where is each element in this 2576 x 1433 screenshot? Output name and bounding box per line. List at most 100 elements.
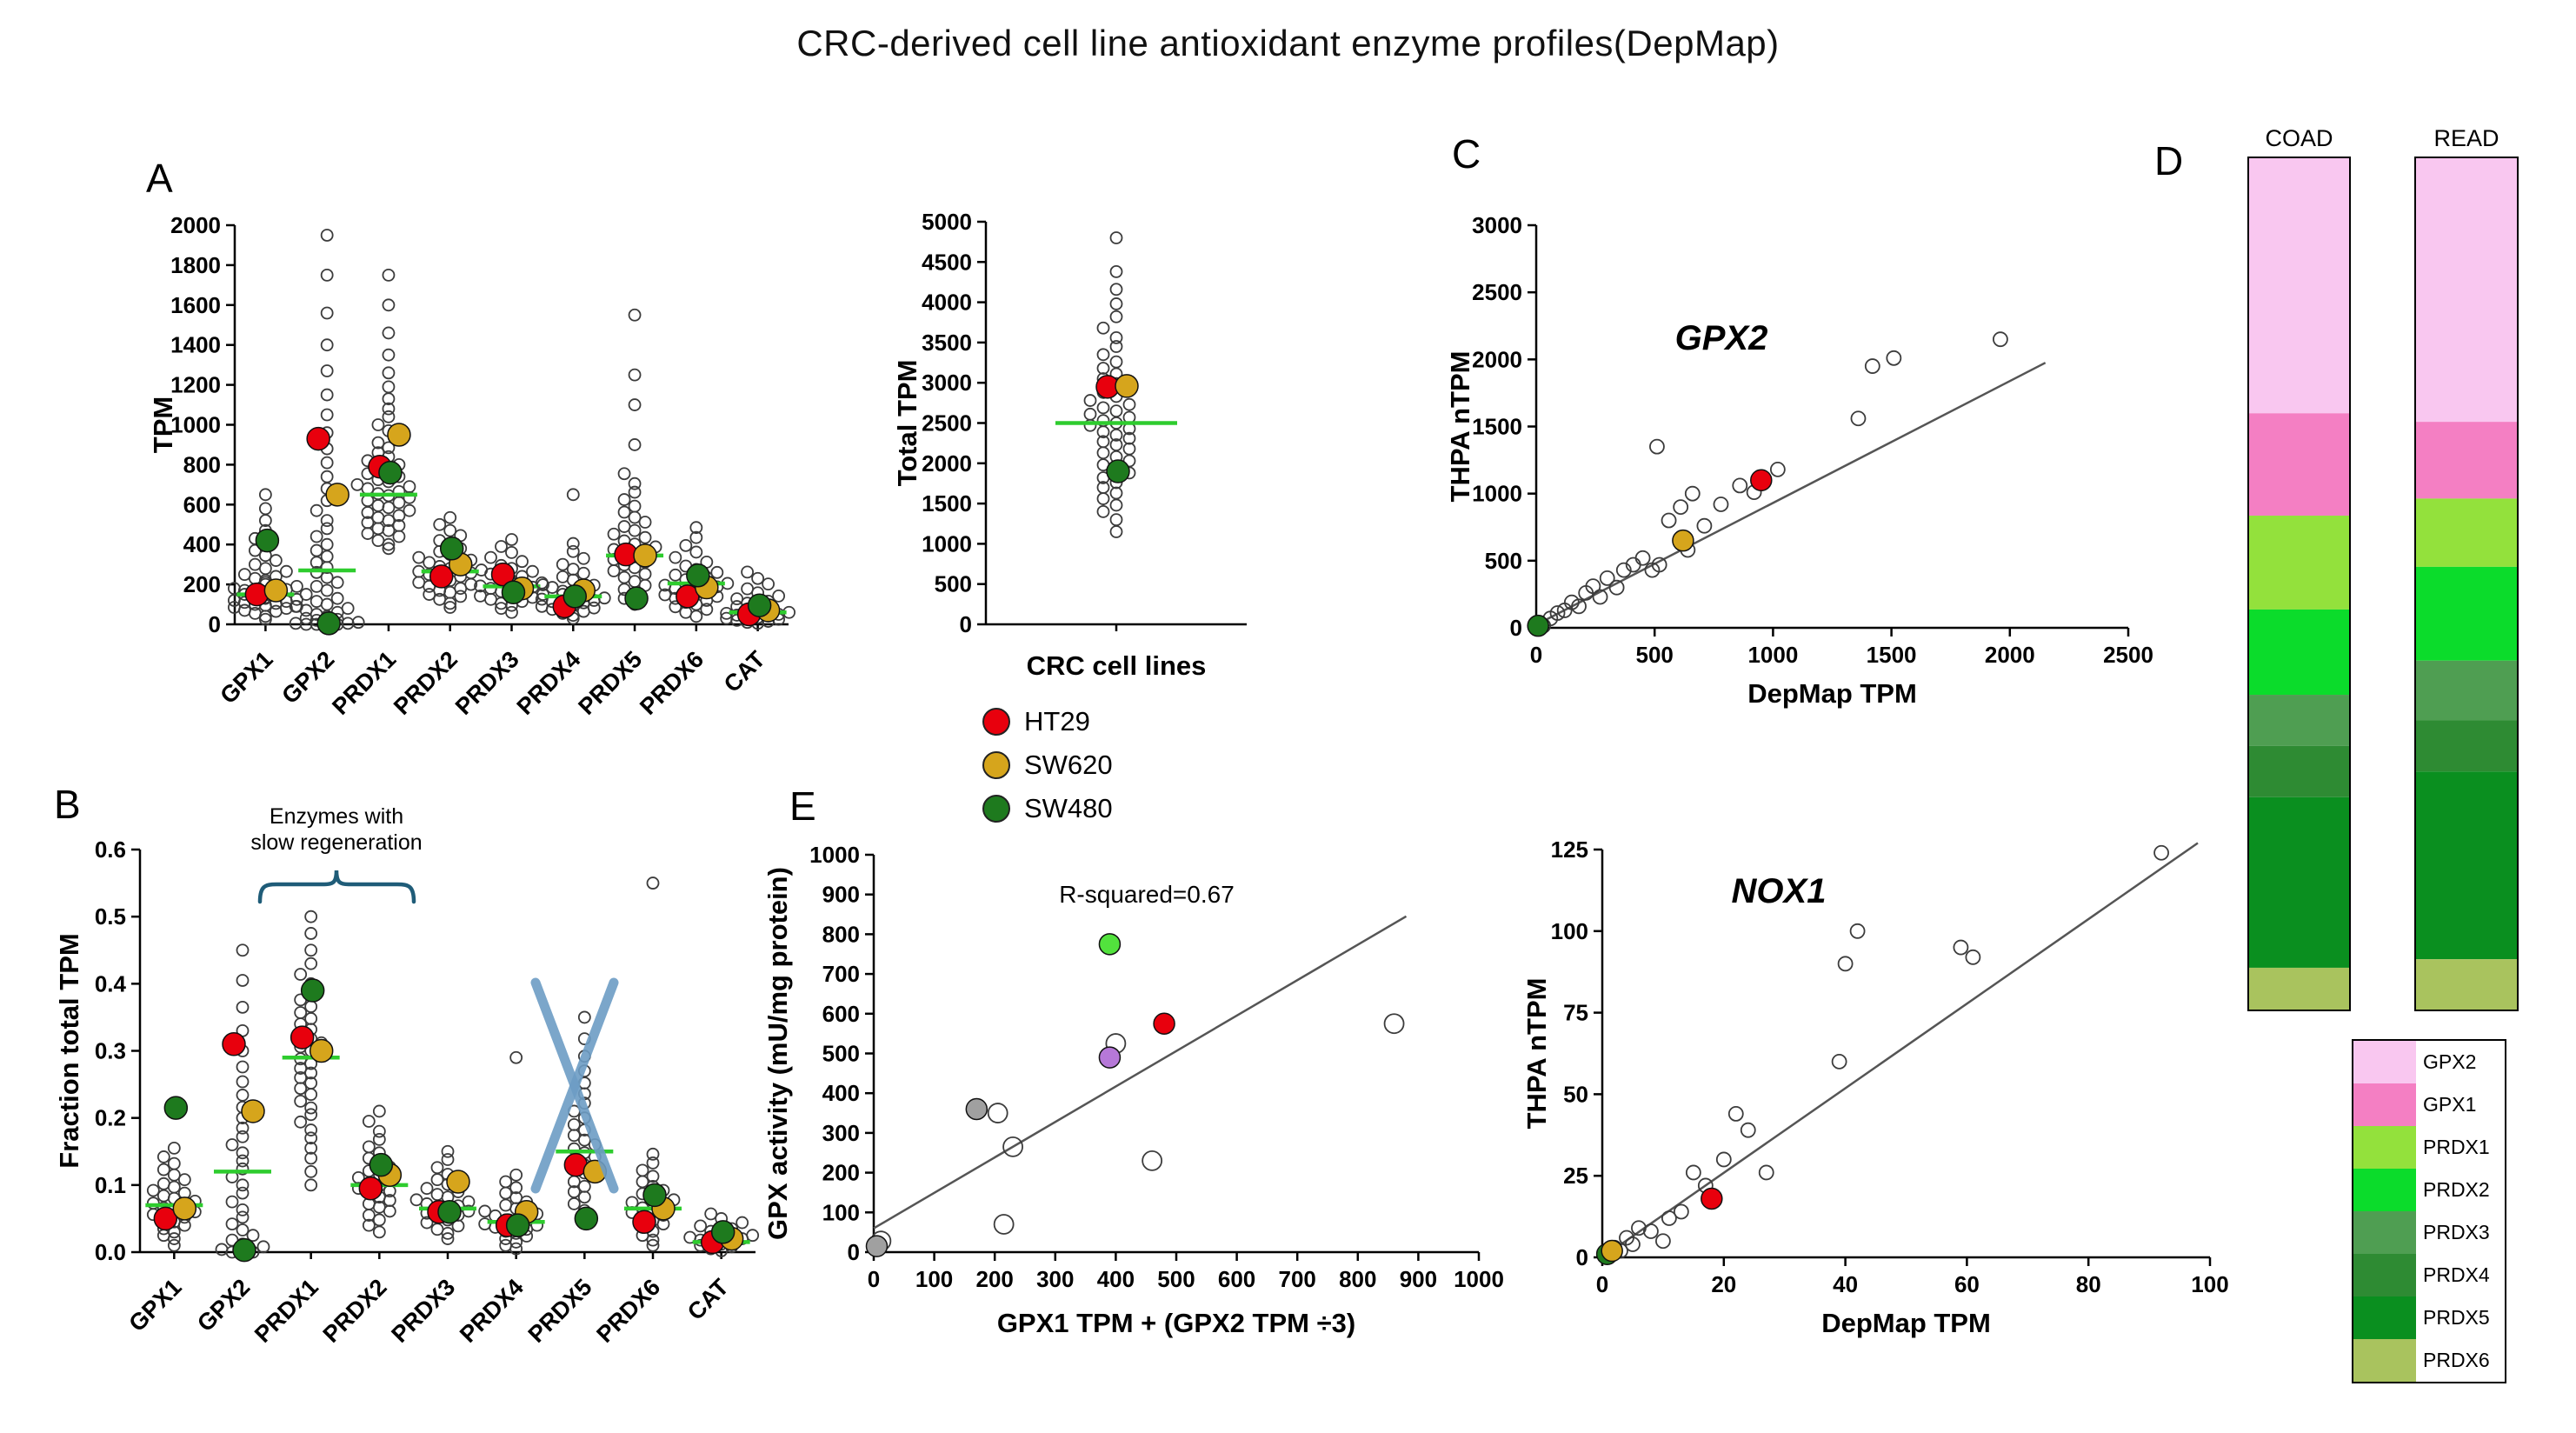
data-point bbox=[392, 518, 406, 532]
y-tick-label: 400 bbox=[183, 531, 221, 557]
category-label: PRDX4 bbox=[512, 646, 586, 720]
data-point bbox=[505, 545, 518, 559]
data-point bbox=[567, 1117, 581, 1131]
data-point bbox=[535, 576, 549, 590]
x-tick-label: 20 bbox=[1711, 1271, 1736, 1297]
x-tick-label: 1000 bbox=[1454, 1266, 1504, 1292]
bar-segment-PRDX4 bbox=[2248, 745, 2350, 797]
data-point bbox=[535, 599, 549, 613]
data-point bbox=[669, 550, 682, 564]
data-point bbox=[236, 943, 250, 957]
data-point bbox=[710, 565, 724, 579]
y-tick-label: 1500 bbox=[1472, 414, 1522, 440]
y-tick-label: 1000 bbox=[1472, 481, 1522, 507]
legend-swatch-PRDX5 bbox=[2353, 1296, 2416, 1339]
data-point bbox=[607, 564, 621, 577]
cellline-point-sw620 bbox=[633, 543, 657, 568]
category-label: PRDX6 bbox=[591, 1274, 665, 1348]
data-point bbox=[1673, 499, 1689, 516]
data-point bbox=[310, 503, 323, 517]
data-point bbox=[433, 592, 447, 606]
y-axis-title: Total TPM bbox=[892, 360, 922, 487]
y-axis-title: GPX activity (mU/mg protein) bbox=[762, 867, 793, 1240]
data-point bbox=[669, 600, 682, 614]
category-label: PRDX5 bbox=[573, 646, 647, 720]
data-point bbox=[646, 1233, 660, 1247]
enzyme-color-legend: GPX2 GPX1 PRDX1 PRDX2 PRDX3 PRDX4 PRDX5 PRDX6 bbox=[2352, 1039, 2506, 1383]
y-axis-title: Fraction total TPM bbox=[54, 933, 84, 1168]
data-point bbox=[1571, 598, 1587, 615]
data-point bbox=[509, 1050, 523, 1064]
data-point bbox=[646, 1156, 660, 1170]
data-point bbox=[294, 1115, 308, 1129]
data-point bbox=[1651, 557, 1667, 573]
bar-column-label: READ bbox=[2433, 125, 2499, 151]
data-point bbox=[689, 545, 703, 559]
data-point bbox=[1142, 1150, 1163, 1171]
data-point bbox=[441, 1232, 455, 1245]
data-point bbox=[310, 579, 323, 593]
panel-d-chart: COAD READ bbox=[2247, 125, 2519, 1011]
x-tick-label: 80 bbox=[2076, 1271, 2101, 1297]
data-point bbox=[556, 557, 569, 571]
cellline-point-sw480 bbox=[747, 593, 772, 617]
cellline-point-sw620 bbox=[309, 1038, 334, 1063]
cellline-point-sw480 bbox=[574, 1206, 599, 1231]
legend-swatch-PRDX2 bbox=[2353, 1169, 2416, 1211]
cellline-point-sw480 bbox=[710, 1220, 736, 1244]
data-point bbox=[772, 590, 786, 603]
y-tick-label: 500 bbox=[1485, 548, 1522, 574]
data-point bbox=[454, 582, 468, 596]
data-point bbox=[566, 488, 580, 502]
bar-segment-PRDX3 bbox=[2415, 660, 2518, 721]
data-point bbox=[156, 1229, 170, 1243]
data-point bbox=[741, 582, 755, 596]
y-tick-label: 0 bbox=[1576, 1244, 1588, 1270]
data-point bbox=[577, 1190, 591, 1204]
data-point bbox=[320, 338, 334, 352]
sw620-dot-icon bbox=[982, 751, 1010, 779]
gene-label: GPX2 bbox=[1675, 319, 1768, 357]
x-axis-title: DepMap TPM bbox=[1821, 1308, 1991, 1338]
data-point bbox=[1109, 231, 1123, 244]
legend-row-PRDX3: PRDX3 bbox=[2353, 1211, 2505, 1254]
legend-item-ht29: HT29 bbox=[982, 706, 1113, 737]
data-point bbox=[269, 554, 283, 567]
y-tick-label: 1400 bbox=[170, 332, 221, 358]
y-tick-label: 2000 bbox=[922, 450, 972, 477]
data-point bbox=[617, 467, 631, 481]
data-point bbox=[499, 1238, 513, 1252]
data-point bbox=[236, 1075, 250, 1089]
data-point bbox=[1953, 939, 1969, 956]
x-tick-label: 60 bbox=[1954, 1271, 1980, 1297]
data-point bbox=[290, 579, 303, 593]
brace bbox=[257, 870, 416, 904]
data-point bbox=[412, 550, 426, 564]
bar-segment-GPX1 bbox=[2415, 422, 2518, 499]
data-point bbox=[526, 564, 539, 578]
x-axis-title: DepMap TPM bbox=[1747, 678, 1917, 709]
data-point bbox=[646, 1147, 660, 1161]
data-point bbox=[304, 1141, 318, 1155]
data-point bbox=[1643, 1223, 1659, 1239]
cell-line-legend: HT29 SW620 SW480 bbox=[982, 706, 1113, 836]
legend-label-PRDX4: PRDX4 bbox=[2423, 1263, 2490, 1286]
data-point bbox=[509, 1181, 523, 1195]
data-point bbox=[577, 1179, 591, 1193]
y-tick-label: 800 bbox=[183, 451, 221, 477]
highlight-point-gray bbox=[965, 1097, 988, 1121]
data-point bbox=[420, 1216, 434, 1230]
data-point bbox=[351, 616, 365, 630]
data-point bbox=[248, 557, 262, 571]
data-point bbox=[236, 1178, 250, 1192]
data-point bbox=[177, 1173, 191, 1187]
y-tick-label: 0 bbox=[848, 1239, 860, 1265]
data-point bbox=[1109, 330, 1123, 344]
data-point bbox=[289, 599, 303, 613]
data-point bbox=[362, 1115, 376, 1128]
data-point bbox=[225, 1195, 239, 1209]
y-tick-label: 500 bbox=[935, 571, 972, 597]
y-tick-label: 3000 bbox=[1472, 212, 1522, 238]
data-point bbox=[361, 482, 375, 496]
